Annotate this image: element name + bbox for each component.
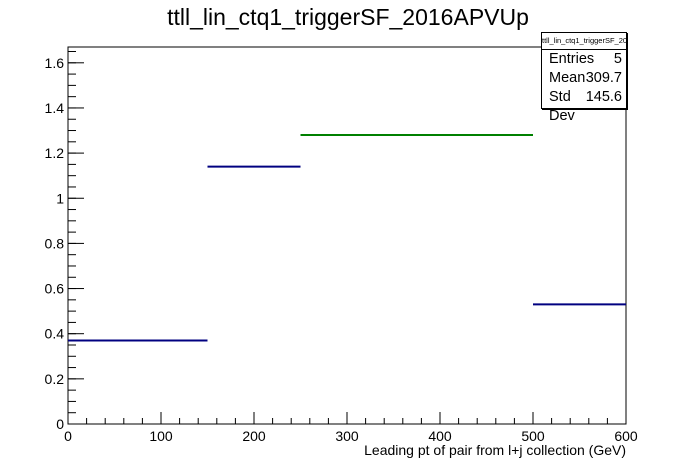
y-tick-label: 0.6	[45, 281, 65, 297]
axes: 0 100 200 300 400 500 600 0 0.2 0.4 0.6 0.8 1 1.2 1.4 1…	[45, 51, 638, 444]
stats-label: Entries	[549, 51, 595, 67]
x-tick-label: 300	[335, 428, 359, 444]
x-tick-label: 100	[149, 428, 173, 444]
stats-row-mean: Mean 309.7	[542, 69, 626, 88]
y-tick-label: 1.6	[45, 55, 65, 71]
stats-box: ttll_lin_ctq1_triggerSF_2016APVUp Entrie…	[541, 32, 627, 124]
stats-value: 5	[613, 51, 622, 67]
y-tick-label: 1	[56, 190, 64, 206]
x-tick-label: 500	[521, 428, 545, 444]
y-tick-label: 0	[56, 416, 64, 432]
chart-title: ttll_lin_ctq1_triggerSF_2016APVUp	[167, 4, 529, 30]
stats-value: 145.6	[585, 89, 622, 105]
stats-label: Mean	[549, 70, 586, 86]
stats-row-stddev: Std Dev 145.6	[542, 88, 626, 124]
stats-value: 309.7	[585, 70, 622, 86]
y-tick-label: 0.8	[45, 235, 65, 251]
y-tick-label: 1.2	[45, 145, 65, 161]
x-tick-label: 200	[242, 428, 266, 444]
y-tick-label: 0.2	[45, 371, 65, 387]
stats-label: Std Dev	[549, 89, 575, 124]
histogram-bins	[68, 134, 626, 342]
x-tick-label: 0	[64, 428, 72, 444]
y-tick-label: 1.4	[45, 100, 65, 116]
x-tick-label: 400	[428, 428, 452, 444]
y-tick-label: 0.4	[45, 326, 65, 342]
stats-box-title: ttll_lin_ctq1_triggerSF_2016APVUp	[542, 33, 626, 50]
stats-row-entries: Entries 5	[542, 50, 626, 69]
x-tick-label: 600	[614, 428, 638, 444]
x-axis-label: Leading pt of pair from l+j collection (…	[364, 442, 626, 458]
